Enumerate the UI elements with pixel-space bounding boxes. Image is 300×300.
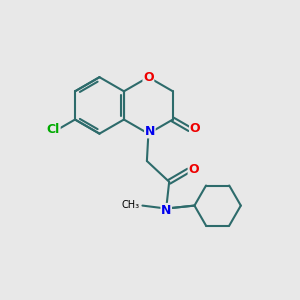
Text: O: O	[143, 71, 154, 84]
Text: O: O	[190, 122, 200, 135]
Text: O: O	[188, 163, 199, 176]
Text: N: N	[161, 203, 171, 217]
Text: Cl: Cl	[47, 123, 60, 136]
Text: CH₃: CH₃	[122, 200, 140, 210]
Text: N: N	[145, 125, 155, 138]
